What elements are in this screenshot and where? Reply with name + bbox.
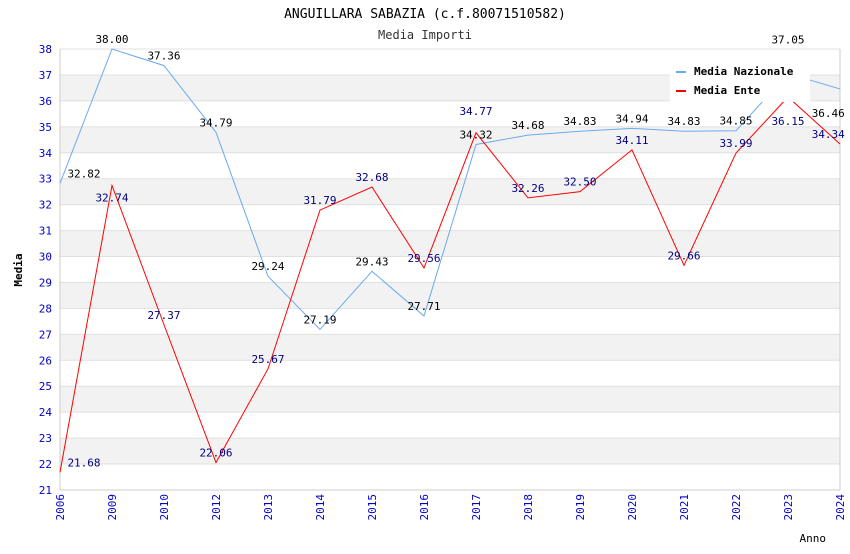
data-label: 25.67 — [251, 353, 284, 366]
y-tick-label: 35 — [39, 121, 52, 134]
y-tick-label: 31 — [39, 225, 52, 238]
data-label: 29.24 — [251, 260, 284, 273]
x-tick-label: 2017 — [470, 494, 483, 521]
y-tick-label: 24 — [39, 406, 53, 419]
x-tick-label: 2020 — [626, 494, 639, 521]
data-label: 27.19 — [303, 313, 336, 326]
data-label: 38.00 — [95, 33, 128, 46]
data-label: 32.26 — [511, 182, 544, 195]
data-label: 34.83 — [563, 115, 596, 128]
grid-band — [60, 230, 840, 257]
legend-label-nazionale: Media Nazionale — [694, 65, 794, 78]
legend: Media Nazionale Media Ente — [670, 58, 810, 102]
data-label: 37.05 — [771, 34, 804, 47]
x-tick-label: 2009 — [106, 494, 119, 521]
y-tick-label: 25 — [39, 380, 52, 393]
y-tick-label: 23 — [39, 432, 52, 445]
data-label: 34.77 — [459, 105, 492, 118]
data-label: 37.36 — [147, 50, 180, 63]
y-tick-label: 27 — [39, 328, 52, 341]
y-tick-label: 29 — [39, 276, 52, 289]
data-label: 34.32 — [459, 128, 492, 141]
x-tick-label: 2012 — [210, 494, 223, 521]
data-label: 31.79 — [303, 194, 336, 207]
x-tick-label: 2013 — [262, 494, 275, 521]
y-tick-label: 36 — [39, 95, 52, 108]
grid-band — [60, 386, 840, 413]
x-tick-label: 2021 — [678, 494, 691, 521]
series-line-nazionale — [59, 48, 841, 331]
data-label: 32.82 — [67, 167, 100, 180]
y-tick-label: 26 — [39, 354, 52, 367]
x-tick-label: 2014 — [314, 494, 327, 521]
data-label: 34.34 — [812, 128, 845, 141]
data-label: 21.68 — [67, 456, 100, 469]
x-tick-label: 2019 — [574, 494, 587, 521]
x-tick-label: 2015 — [366, 494, 379, 521]
data-label: 34.68 — [511, 119, 544, 132]
y-tick-label: 32 — [39, 199, 52, 212]
data-label: 27.37 — [147, 309, 180, 322]
x-tick-label: 2016 — [418, 494, 431, 521]
y-tick-label: 22 — [39, 458, 52, 471]
data-label: 36.46 — [812, 107, 845, 120]
data-label: 32.74 — [95, 191, 128, 204]
y-tick-label: 38 — [39, 43, 52, 56]
data-label: 27.71 — [407, 300, 440, 313]
data-label: 34.94 — [615, 112, 648, 125]
grid-band — [60, 282, 840, 309]
grid-band — [60, 334, 840, 361]
y-tick-label: 34 — [39, 147, 53, 160]
data-label: 34.79 — [199, 116, 232, 129]
y-tick-label: 33 — [39, 173, 52, 186]
y-axis-label: Media — [12, 253, 25, 286]
data-label: 22.06 — [199, 447, 232, 460]
y-tick-label: 28 — [39, 302, 52, 315]
x-tick-label: 2023 — [782, 494, 795, 521]
data-label: 29.43 — [355, 255, 388, 268]
y-tick-label: 37 — [39, 69, 52, 82]
data-label: 32.50 — [563, 176, 596, 189]
legend-label-ente: Media Ente — [694, 84, 761, 97]
chart-subtitle: Media Importi — [378, 28, 472, 42]
data-label: 33.99 — [719, 137, 752, 150]
x-tick-label: 2010 — [158, 494, 171, 521]
data-label: 36.15 — [771, 115, 804, 128]
data-label: 32.68 — [355, 171, 388, 184]
series-line-ente — [59, 96, 841, 473]
data-label: 29.66 — [667, 249, 700, 262]
y-tick-label: 30 — [39, 251, 52, 264]
data-label: 34.85 — [719, 115, 752, 128]
y-tick-label: 21 — [39, 484, 52, 497]
data-label: 29.56 — [407, 252, 440, 265]
x-tick-label: 2018 — [522, 494, 535, 521]
grid-band — [60, 438, 840, 465]
x-tick-label: 2006 — [54, 494, 67, 521]
x-tick-label: 2024 — [834, 494, 847, 521]
x-tick-label: 2022 — [730, 494, 743, 521]
data-label: 34.11 — [615, 134, 648, 147]
chart-title: ANGUILLARA SABAZIA (c.f.80071510582) — [284, 7, 566, 22]
x-axis-label: Anno — [800, 532, 827, 545]
data-label: 34.83 — [667, 115, 700, 128]
